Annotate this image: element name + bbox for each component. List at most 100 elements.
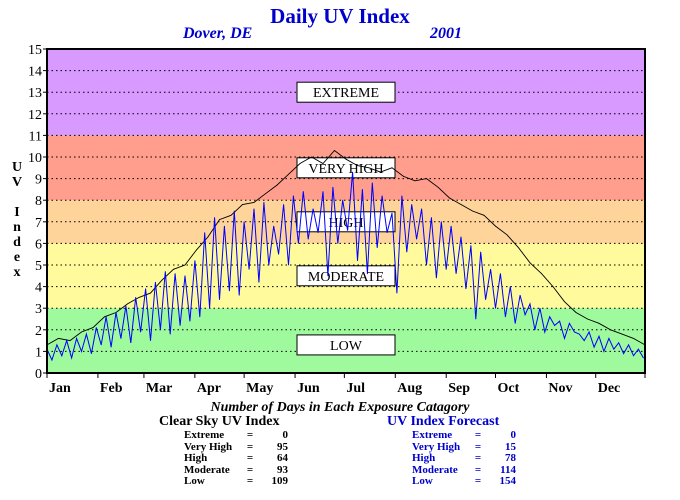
clear-sky-point: [161, 279, 163, 281]
year-label: 2001: [430, 25, 462, 42]
clear-sky-row: Extreme = 0: [184, 429, 288, 442]
forecast-row-label: High: [412, 452, 436, 464]
clear-sky-point: [518, 247, 519, 249]
clear-sky-point: [219, 219, 220, 221]
forecast-point: [76, 338, 77, 339]
forecast-point: [588, 331, 590, 333]
clear-sky-point: [58, 338, 59, 339]
forecast-point: [633, 355, 634, 357]
y-tick-label: 5: [35, 259, 42, 274]
clear-sky-row: High = 64: [184, 452, 288, 465]
clear-sky-point: [368, 167, 370, 169]
clear-sky-point: [403, 176, 404, 177]
forecast-point: [61, 355, 63, 357]
x-tick-label: Jan: [49, 381, 71, 396]
forecast-point: [293, 195, 294, 197]
forecast-point: [268, 264, 270, 266]
forecast-point: [386, 232, 388, 234]
forecast-point: [155, 281, 156, 283]
forecast-point: [642, 357, 644, 359]
clear-sky-point: [449, 197, 450, 199]
y-tick-label: 3: [35, 302, 42, 317]
forecast-point: [110, 346, 112, 348]
x-tick-label: Sep: [448, 381, 470, 396]
clear-sky-point: [311, 156, 312, 158]
clear-sky-point: [564, 301, 565, 303]
forecast-point: [224, 225, 225, 227]
clear-sky-point: [460, 204, 462, 205]
forecast-point: [209, 307, 211, 309]
clear-sky-point: [414, 180, 416, 182]
forecast-point: [297, 243, 299, 244]
forecast-point: [105, 316, 107, 318]
forecast-row-label: Extreme: [412, 429, 453, 441]
days-title: Number of Days in Each Exposure Catagory: [210, 400, 470, 415]
forecast-point: [623, 353, 625, 354]
forecast-row: Low = 154: [412, 475, 516, 488]
y-axis-label-char: d: [13, 235, 21, 250]
forecast-row: High = 78: [412, 452, 516, 465]
forecast-point: [273, 225, 275, 227]
y-tick-label: 4: [35, 281, 42, 296]
x-tick-label: Jul: [346, 381, 365, 396]
forecast-point: [500, 273, 501, 275]
forecast-point: [81, 351, 82, 352]
forecast-point: [228, 290, 230, 292]
clear-sky-row-value: 64: [277, 452, 288, 464]
forecast-point: [490, 268, 491, 270]
forecast-point: [544, 331, 546, 333]
forecast-point: [135, 297, 137, 298]
forecast-point: [598, 335, 600, 337]
forecast-point: [90, 353, 92, 354]
y-tick-label: 13: [28, 86, 42, 101]
clear-sky-row-equals: =: [246, 452, 254, 464]
clear-sky-point: [483, 214, 485, 216]
forecast-point: [583, 340, 585, 341]
clear-sky-point: [127, 303, 128, 305]
y-tick-label: 7: [35, 216, 42, 231]
forecast-point: [564, 338, 565, 339]
clear-sky-row-equals: =: [246, 463, 254, 476]
clear-sky-row-label: Very High: [184, 440, 233, 453]
forecast-point: [238, 294, 240, 296]
clear-sky-point: [196, 249, 197, 251]
y-axis-label-char: x: [13, 265, 21, 280]
clear-sky-point: [391, 167, 393, 169]
forecast-point: [618, 342, 620, 344]
clear-sky-row-label: Extreme: [184, 429, 225, 441]
forecast-point: [421, 208, 422, 210]
y-axis-label-char: e: [13, 250, 21, 265]
y-tick-label: 15: [28, 43, 42, 58]
forecast-point: [115, 312, 117, 313]
band-label-box: [296, 334, 396, 356]
clear-sky-row-equals: =: [246, 475, 254, 487]
forecast-row-label: Very High: [412, 440, 461, 453]
clear-sky-heading: Clear Sky UV Index: [159, 414, 280, 429]
clear-sky-point: [345, 158, 347, 160]
forecast-point: [86, 333, 87, 335]
clear-sky-point: [552, 286, 554, 287]
forecast-point: [381, 195, 383, 197]
forecast-point: [199, 316, 201, 318]
clear-sky-row: Low = 109: [184, 475, 288, 488]
clear-sky-point: [104, 316, 105, 318]
clear-sky-row-equals: =: [246, 429, 254, 441]
forecast-row-equals: =: [474, 440, 482, 453]
forecast-point: [416, 238, 418, 240]
x-tick-label: Dec: [598, 381, 621, 396]
clear-sky-point: [506, 234, 508, 236]
clear-sky-point: [150, 292, 151, 294]
forecast-row: Moderate = 114: [412, 464, 516, 477]
clear-sky-point: [380, 171, 381, 173]
y-axis-label-char: I: [14, 205, 20, 220]
forecast-row-value: 78: [505, 452, 516, 464]
clear-sky-point: [598, 322, 600, 324]
clear-sky-table: Clear Sky UV Index Extreme = 0 Very High = 95…: [159, 414, 288, 488]
clear-sky-point: [437, 186, 439, 188]
clear-sky-row: Very High = 95: [184, 440, 288, 454]
clear-sky-point: [426, 178, 427, 180]
clear-sky-point: [173, 268, 174, 270]
clear-sky-point: [184, 264, 186, 266]
clear-sky-point: [633, 338, 634, 339]
forecast-point: [485, 299, 487, 300]
